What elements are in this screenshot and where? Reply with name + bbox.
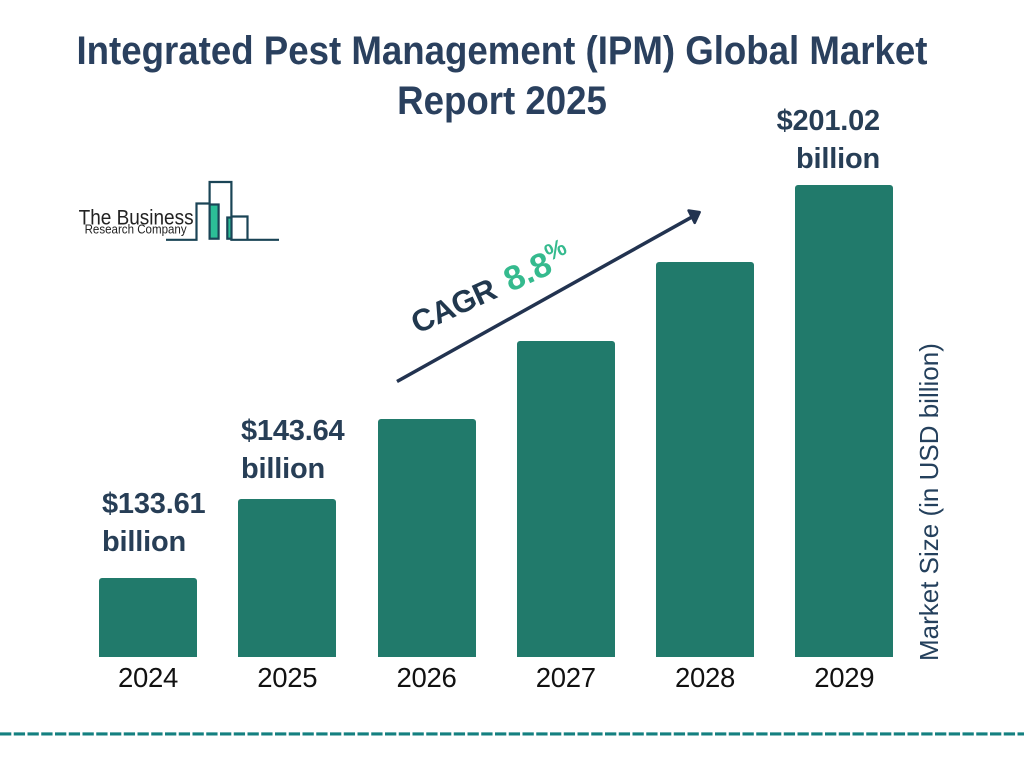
svg-text:Research Company: Research Company: [85, 223, 188, 237]
svg-text:The Business: The Business: [79, 206, 194, 229]
